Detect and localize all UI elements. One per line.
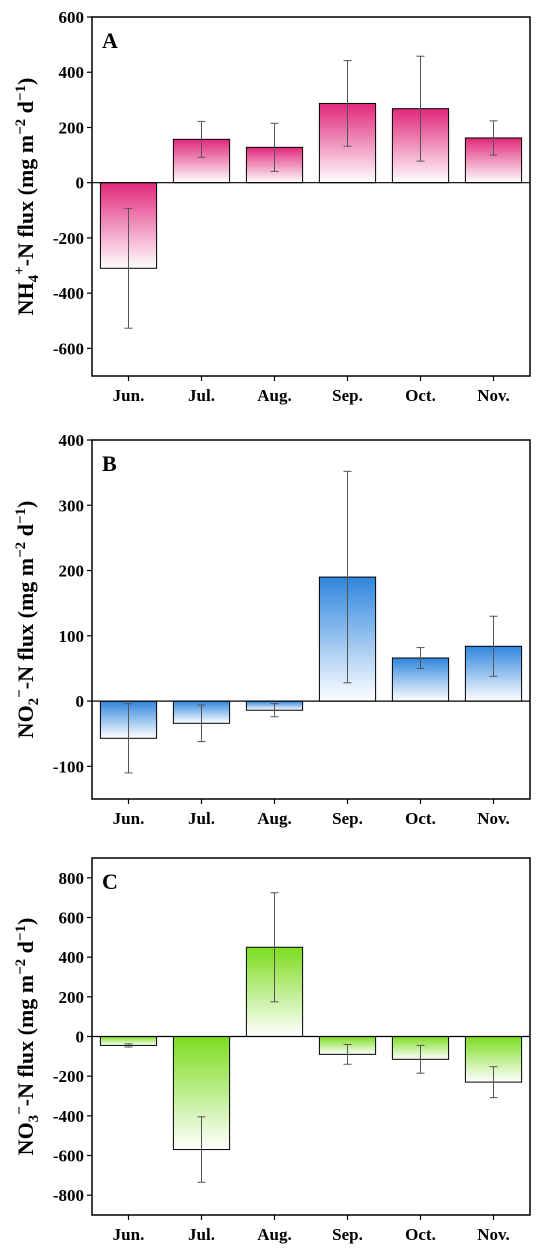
- x-tick-label: Jul.: [188, 386, 215, 405]
- x-tick-label: Aug.: [257, 1225, 291, 1244]
- x-tick-label: Nov.: [477, 1225, 510, 1244]
- error-bar: [343, 60, 352, 147]
- y-tick-label: 200: [59, 118, 85, 137]
- error-bar: [489, 615, 498, 677]
- x-tick-label: Oct.: [405, 809, 436, 828]
- error-bar: [489, 120, 498, 156]
- x-tick-label: Jun.: [113, 809, 145, 828]
- y-tick-label: -100: [53, 757, 84, 776]
- chart-panel-c: -800 -600 -400 -200 0 200 400 600 800 Jun. Jul. Aug…: [12, 857, 531, 1244]
- y-axis-label: NH4+-N flux (mg m−2 d−1): [12, 78, 42, 316]
- x-tick-label: Oct.: [405, 386, 436, 405]
- x-tick-label: Jun.: [113, 1225, 145, 1244]
- y-tick-label: 200: [59, 988, 85, 1007]
- y-tick-label: 600: [59, 909, 85, 928]
- error-bar: [197, 1116, 206, 1183]
- x-tick-label: Aug.: [257, 386, 291, 405]
- chart-panel-a: -600 -400 -200 0 200 400 600 Jun. Jul. Aug. Sep. Oc…: [12, 8, 531, 405]
- error-bar: [416, 647, 425, 669]
- error-bar: [270, 122, 279, 172]
- y-tick-label: 600: [59, 8, 85, 27]
- y-tick-label: -200: [53, 229, 84, 248]
- error-bar: [343, 1043, 352, 1065]
- y-tick-label: 400: [59, 431, 85, 450]
- y-tick-label: 400: [59, 948, 85, 967]
- x-tick-label: Jul.: [188, 809, 215, 828]
- y-tick-label: 200: [59, 562, 85, 581]
- y-tick-label: 0: [76, 692, 85, 711]
- error-bar: [124, 207, 133, 329]
- x-tick-label: Sep.: [332, 809, 363, 828]
- panel-letter: A: [102, 28, 118, 53]
- y-tick-label: -400: [53, 1107, 84, 1126]
- y-tick-label: -200: [53, 1067, 84, 1086]
- error-bar: [270, 703, 279, 718]
- x-tick-label: Nov.: [477, 809, 510, 828]
- error-bar: [416, 55, 425, 162]
- y-tick-label: 800: [59, 869, 85, 888]
- chart-panel-b: -100 0 100 200 300 400 Jun. Jul. Aug. Sep. Oct. Nov…: [12, 431, 531, 828]
- y-tick-label: -800: [53, 1186, 84, 1205]
- error-bar: [416, 1044, 425, 1074]
- x-tick-label: Jul.: [188, 1225, 215, 1244]
- y-tick-label: -400: [53, 284, 84, 303]
- error-bar: [124, 1043, 133, 1048]
- y-tick-label: -600: [53, 1147, 84, 1166]
- x-tick-label: Sep.: [332, 386, 363, 405]
- error-bar: [489, 1066, 498, 1099]
- panel-letter: C: [102, 869, 118, 894]
- x-tick-label: Sep.: [332, 1225, 363, 1244]
- y-tick-label: 0: [76, 174, 85, 193]
- x-tick-label: Jun.: [113, 386, 145, 405]
- x-tick-label: Nov.: [477, 386, 510, 405]
- x-tick-label: Oct.: [405, 1225, 436, 1244]
- error-bar: [124, 703, 133, 774]
- y-tick-label: 300: [59, 496, 85, 515]
- y-tick-label: -600: [53, 339, 84, 358]
- x-tick-label: Aug.: [257, 809, 291, 828]
- panel-letter: B: [102, 451, 117, 476]
- error-bar: [343, 470, 352, 684]
- y-tick-label: 0: [76, 1028, 85, 1047]
- plot-frame: [91, 16, 531, 377]
- y-tick-label: 100: [59, 627, 85, 646]
- y-axis-label: NO3−-N flux (mg m−2 d−1): [12, 918, 42, 1156]
- plot-frame: [91, 439, 531, 800]
- error-bar: [197, 120, 206, 158]
- y-axis-label: NO2−-N flux (mg m−2 d−1): [12, 501, 42, 739]
- y-tick-label: 400: [59, 63, 85, 82]
- error-bar: [197, 704, 206, 743]
- error-bar: [270, 892, 279, 1003]
